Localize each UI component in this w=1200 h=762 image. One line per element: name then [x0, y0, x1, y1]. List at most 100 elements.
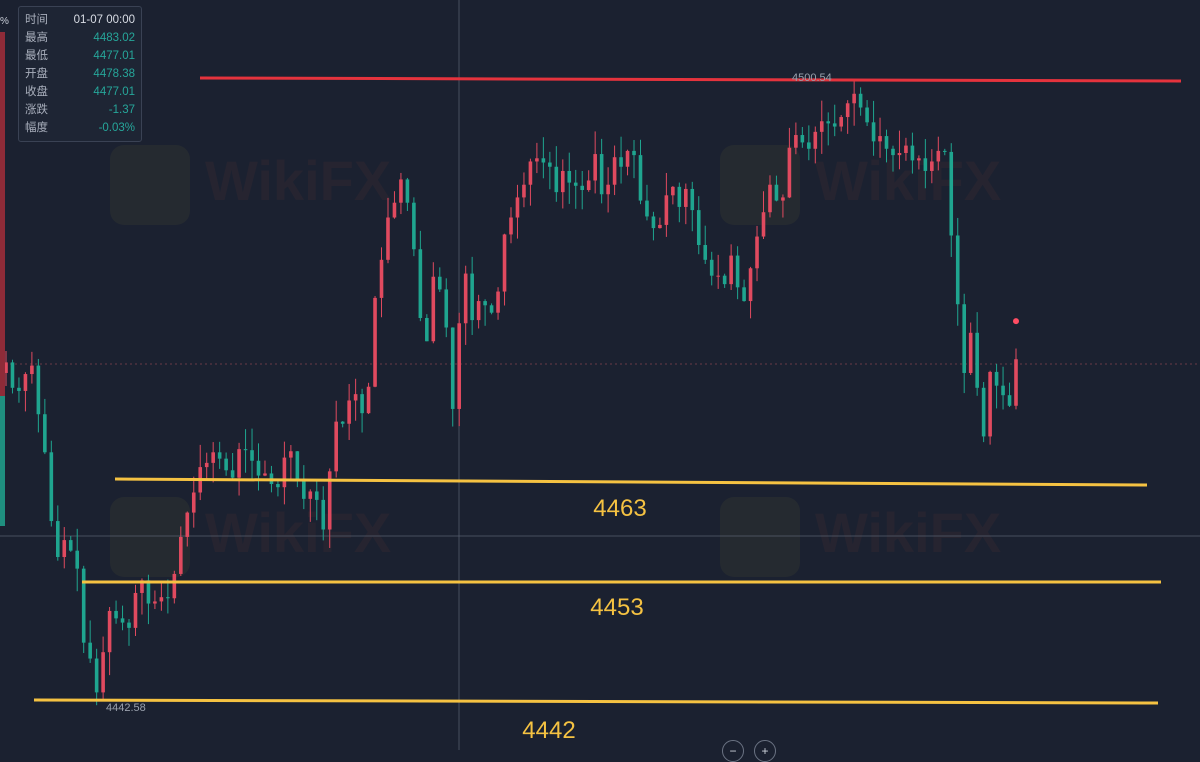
watermark-logo: [110, 145, 190, 225]
percent-label: %: [0, 16, 9, 27]
info-row-change: 涨跌 -1.37: [25, 101, 135, 119]
candle-body: [347, 400, 351, 424]
candle-body: [10, 362, 15, 388]
candle-body: [437, 276, 442, 290]
info-row-high: 最高 4483.02: [25, 29, 135, 47]
candle-body: [664, 195, 669, 225]
candle-body: [360, 394, 364, 414]
candle-body: [276, 484, 280, 488]
info-row-low: 最低 4477.01: [25, 47, 135, 65]
candle-body: [703, 245, 708, 260]
candle-body: [282, 457, 287, 488]
info-key: 最低: [25, 50, 48, 62]
candle-body: [211, 452, 215, 463]
candle-body: [327, 471, 332, 530]
candle-body: [405, 179, 410, 203]
candle-body: [962, 304, 967, 373]
candle-body: [230, 470, 235, 478]
candle-body: [489, 305, 494, 313]
candle-body: [399, 179, 403, 203]
candle-body: [968, 332, 973, 373]
candle-body: [366, 386, 371, 414]
info-key: 最高: [25, 32, 48, 44]
candle-body: [289, 451, 293, 458]
candle-body: [942, 150, 947, 152]
candle-body: [690, 188, 695, 211]
support-label-4442: 4442: [522, 717, 575, 744]
candle-body: [1014, 359, 1018, 406]
candle-body: [994, 371, 999, 386]
candle-body: [243, 449, 248, 451]
info-row-time: 时间 01-07 00:00: [25, 11, 135, 29]
watermark-logo: [720, 497, 800, 577]
low-marker: 4442.58: [106, 702, 146, 714]
candle-body: [43, 414, 47, 453]
candle-body: [981, 387, 986, 437]
candle-body: [774, 184, 779, 201]
info-value: -0.03%: [98, 122, 135, 134]
candle-body: [418, 249, 423, 318]
candle-body: [463, 273, 468, 324]
info-row-open: 开盘 4478.38: [25, 65, 135, 83]
candle-body: [62, 540, 67, 558]
info-row-close: 收盘 4477.01: [25, 83, 135, 101]
zoom-in-icon[interactable]: +: [754, 740, 776, 762]
candle-body: [807, 142, 811, 149]
candle-body: [4, 362, 8, 373]
candle-body: [593, 154, 597, 181]
zoom-out-icon[interactable]: −: [722, 740, 744, 762]
candle-body: [845, 103, 850, 118]
watermark-logo: [720, 145, 800, 225]
candle-body: [250, 450, 254, 461]
watermark-text: WikiFX: [815, 501, 1001, 564]
info-value: 4483.02: [93, 32, 135, 44]
candle-body: [191, 492, 196, 513]
candle-body: [256, 460, 261, 476]
candle-body: [75, 550, 80, 569]
candle-body: [794, 135, 798, 148]
candle-body: [81, 568, 86, 643]
candle-body: [431, 276, 436, 342]
candle-body: [826, 121, 831, 124]
candle-body: [781, 197, 785, 201]
candle-body: [567, 170, 572, 183]
candle-body: [314, 491, 319, 500]
info-key: 幅度: [25, 122, 48, 134]
info-key: 收盘: [25, 86, 48, 98]
candle-body: [612, 157, 617, 185]
candle-body: [30, 365, 34, 375]
candle-body: [101, 652, 105, 693]
candle-body: [787, 147, 792, 198]
candle-body: [470, 273, 474, 321]
current-price-dot: [1013, 318, 1019, 325]
candle-body: [768, 184, 772, 213]
candle-body: [263, 473, 267, 476]
candle-body: [153, 601, 157, 604]
candle-body: [904, 145, 908, 153]
candle-body: [722, 275, 727, 285]
candle-body: [580, 185, 585, 191]
candle-body: [560, 170, 565, 193]
candle-body: [955, 235, 960, 305]
candle-body: [392, 202, 397, 218]
info-key: 涨跌: [25, 104, 48, 116]
candle-body: [425, 317, 429, 342]
candle-body: [573, 182, 578, 186]
candle-body: [548, 162, 552, 167]
info-key: 开盘: [25, 68, 48, 80]
candle-body: [133, 592, 138, 628]
candle-body: [988, 371, 992, 437]
candle-body: [619, 157, 623, 167]
candle-body: [871, 122, 876, 142]
candle-body: [36, 365, 41, 415]
candle-body: [146, 580, 151, 604]
candle-body: [884, 136, 889, 149]
candle-body: [930, 161, 934, 171]
candle-body: [334, 421, 338, 472]
candle-body: [340, 421, 345, 424]
candle-body: [586, 180, 591, 191]
candle-body: [632, 150, 636, 156]
candle-body: [800, 135, 805, 143]
